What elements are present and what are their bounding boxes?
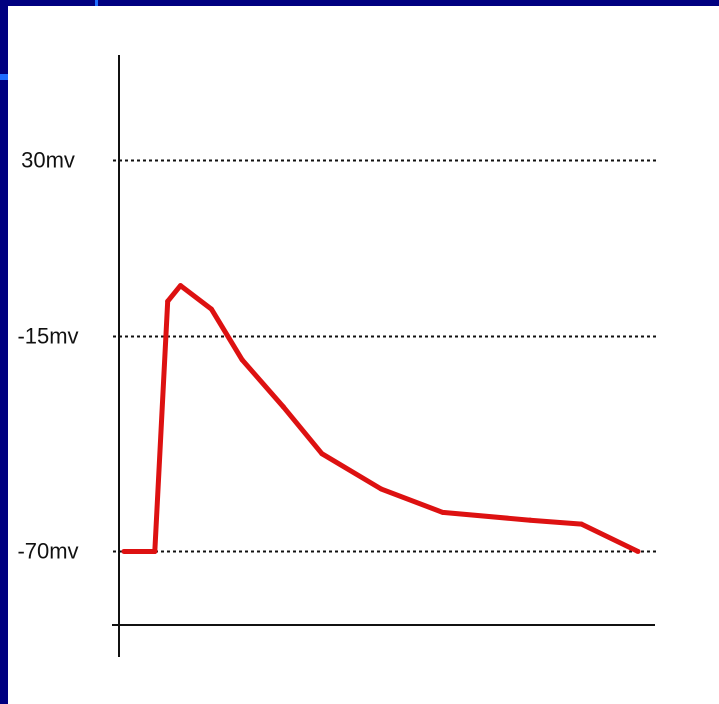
data-point-5 (239, 357, 245, 363)
data-point-7 (319, 451, 325, 457)
data-point-2 (165, 298, 171, 304)
data-point-3 (178, 283, 184, 289)
tick-label-0: 30mv (21, 148, 75, 173)
data-point-6 (280, 404, 286, 410)
data-point-8 (378, 486, 384, 492)
data-point-1 (152, 548, 158, 554)
data-point-11 (578, 521, 584, 527)
data-point-9 (440, 509, 446, 515)
reference-lines (113, 159, 656, 553)
data-point-10 (527, 517, 533, 523)
frame-accent-tick (95, 0, 98, 7)
data-point-0 (121, 548, 127, 554)
tick-label-1: -15mv (17, 323, 78, 348)
tick-label-2: -70mv (17, 538, 78, 563)
series-group (121, 283, 641, 554)
slide-panel (8, 6, 719, 704)
potential-trace-line (124, 283, 640, 554)
data-point-4 (208, 306, 214, 312)
reference-labels: 30mv -15mv -70mv (17, 148, 78, 564)
frame-accent-bar (0, 74, 8, 80)
data-point-12 (635, 548, 641, 554)
